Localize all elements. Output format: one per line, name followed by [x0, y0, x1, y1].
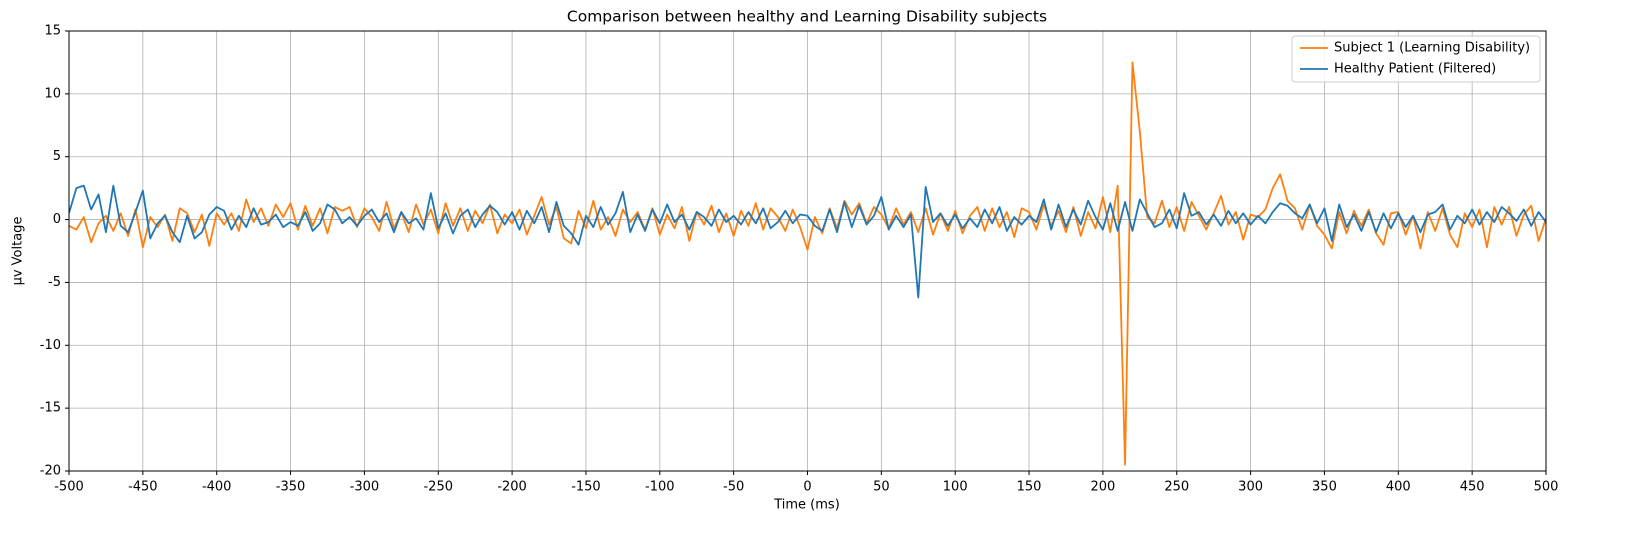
- x-tick-label: 450: [1460, 480, 1485, 495]
- y-axis-label: μv Voltage: [11, 217, 26, 286]
- y-tick-label: 15: [44, 24, 61, 39]
- x-tick-label: -400: [202, 480, 232, 495]
- x-tick-label: 200: [1090, 480, 1115, 495]
- x-tick-label: 300: [1238, 480, 1263, 495]
- x-tick-label: 350: [1312, 480, 1337, 495]
- y-tick-label: -5: [48, 275, 61, 290]
- y-tick-label: 0: [53, 212, 61, 227]
- data-line: [69, 61, 1546, 466]
- x-tick-label: 100: [943, 480, 968, 495]
- x-tick-label: -350: [276, 480, 306, 495]
- legend-label: Healthy Patient (Filtered): [1334, 62, 1496, 77]
- x-tick-label: 250: [1164, 480, 1189, 495]
- x-tick-label: -450: [128, 480, 158, 495]
- x-tick-label: -50: [723, 480, 744, 495]
- plot-frame: [68, 30, 1547, 472]
- x-tick-label: -300: [350, 480, 380, 495]
- x-tick-label: -250: [423, 480, 453, 495]
- y-tick-label: 5: [53, 149, 61, 164]
- legend-box: [1291, 35, 1541, 83]
- y-tick-label: -20: [40, 464, 61, 479]
- y-tick-label: -15: [40, 401, 61, 416]
- x-axis-label: Time (ms): [773, 498, 840, 513]
- x-tick-label: -200: [497, 480, 527, 495]
- data-line: [69, 184, 1546, 299]
- x-tick-label: 0: [803, 480, 811, 495]
- chart-title: Comparison between healthy and Learning …: [567, 8, 1047, 26]
- x-tick-label: 50: [873, 480, 890, 495]
- x-tick-label: 400: [1386, 480, 1411, 495]
- x-tick-label: 500: [1534, 480, 1559, 495]
- x-tick-label: -150: [571, 480, 601, 495]
- y-tick-label: 10: [44, 86, 61, 101]
- x-tick-label: -100: [645, 480, 675, 495]
- x-tick-label: -500: [54, 480, 84, 495]
- x-tick-label: 150: [1017, 480, 1042, 495]
- y-tick-label: -10: [40, 338, 61, 353]
- legend-label: Subject 1 (Learning Disability): [1334, 41, 1530, 56]
